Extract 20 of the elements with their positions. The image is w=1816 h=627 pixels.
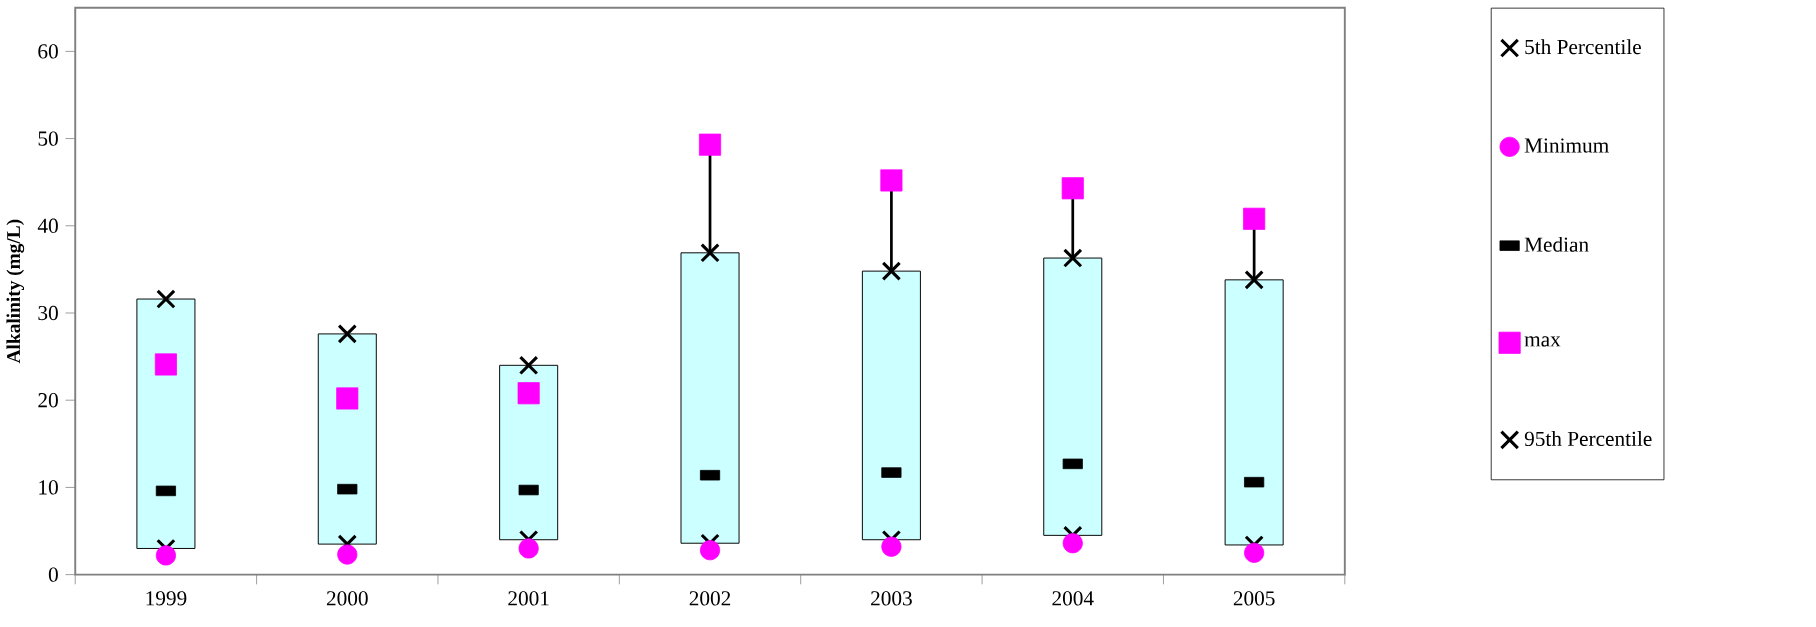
x-tick-label: 2004	[1052, 591, 1094, 606]
y-tick-label: 40	[37, 218, 58, 233]
y-tick-label: 20	[38, 393, 58, 408]
y-tick-label: 0	[48, 567, 58, 582]
x-tick-label: 2003	[871, 591, 912, 606]
y-tick-label: 10	[39, 480, 58, 495]
y-tick-label: 50	[38, 131, 58, 146]
legend-label: 5th Percentile	[1525, 39, 1641, 55]
y-tick-label: 60	[38, 44, 58, 59]
x-tick-label: 2001	[508, 591, 549, 606]
legend-label: Median	[1524, 236, 1589, 252]
legend-label: Minimum	[1524, 138, 1609, 153]
legend-label: max	[1524, 336, 1561, 347]
legend-label: 95th Percentile	[1524, 431, 1652, 447]
x-tick-label: 2002	[689, 591, 731, 606]
x-tick-label: 1999	[146, 591, 187, 606]
y-tick-label: 30	[38, 305, 58, 321]
y-axis-title: Alkalinity (mg/L)	[6, 219, 25, 364]
x-tick-label: 2005	[1233, 591, 1275, 606]
x-tick-label: 2000	[326, 591, 368, 606]
